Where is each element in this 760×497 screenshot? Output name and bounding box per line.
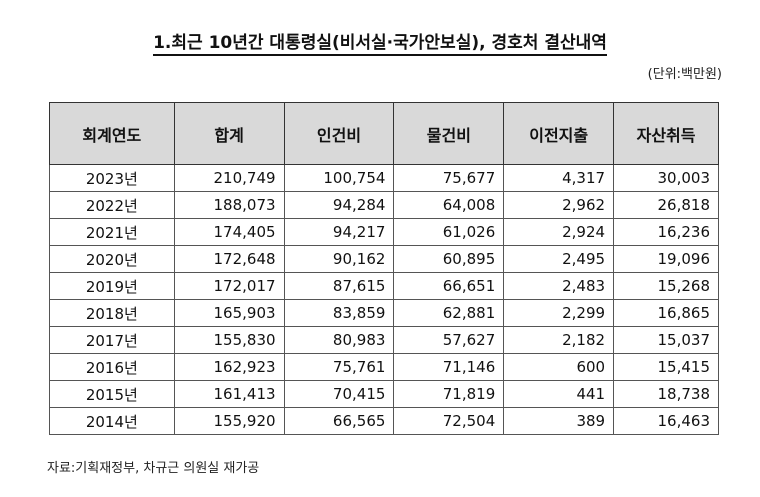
personnel-cell: 94,284 <box>283 191 395 219</box>
transfer-cell: 2,962 <box>503 191 615 219</box>
transfer-cell: 600 <box>503 353 615 381</box>
personnel-cell: 70,415 <box>283 380 395 408</box>
table-row: 2021년 174,405 94,217 61,026 2,924 16,236 <box>49 218 719 246</box>
fiscal-year-cell: 2022년 <box>49 191 175 219</box>
asset-cell: 18,738 <box>613 380 719 408</box>
total-cell: 161,413 <box>173 380 285 408</box>
goods-cell: 57,627 <box>393 326 505 354</box>
asset-cell: 15,037 <box>613 326 719 354</box>
goods-cell: 60,895 <box>393 245 505 273</box>
personnel-cell: 83,859 <box>283 299 395 327</box>
goods-cell: 71,146 <box>393 353 505 381</box>
asset-cell: 16,865 <box>613 299 719 327</box>
total-cell: 155,830 <box>173 326 285 354</box>
fiscal-year-cell: 2015년 <box>49 380 175 408</box>
table-row: 2019년 172,017 87,615 66,651 2,483 15,268 <box>49 272 719 300</box>
personnel-cell: 94,217 <box>283 218 395 246</box>
asset-cell: 19,096 <box>613 245 719 273</box>
header-fiscal-year: 회계연도 <box>49 102 175 165</box>
transfer-cell: 2,924 <box>503 218 615 246</box>
header-goods: 물건비 <box>393 102 505 165</box>
goods-cell: 66,651 <box>393 272 505 300</box>
asset-cell: 15,415 <box>613 353 719 381</box>
table-row: 2018년 165,903 83,859 62,881 2,299 16,865 <box>49 299 719 327</box>
unit-note: (단위:백만원) <box>647 67 722 82</box>
fiscal-year-cell: 2021년 <box>49 218 175 246</box>
fiscal-year-cell: 2014년 <box>49 407 175 435</box>
total-cell: 188,073 <box>173 191 285 219</box>
asset-cell: 16,236 <box>613 218 719 246</box>
header-asset: 자산취득 <box>613 102 719 165</box>
asset-cell: 15,268 <box>613 272 719 300</box>
total-cell: 162,923 <box>173 353 285 381</box>
transfer-cell: 441 <box>503 380 615 408</box>
goods-cell: 75,677 <box>393 164 505 192</box>
table-row: 2020년 172,648 90,162 60,895 2,495 19,096 <box>49 245 719 273</box>
personnel-cell: 87,615 <box>283 272 395 300</box>
fiscal-year-cell: 2020년 <box>49 245 175 273</box>
fiscal-year-cell: 2016년 <box>49 353 175 381</box>
transfer-cell: 389 <box>503 407 615 435</box>
document-title-text: 1.최근 10년간 대통령실(비서실·국가안보실), 경호처 결산내역 <box>153 33 607 56</box>
goods-cell: 64,008 <box>393 191 505 219</box>
table-row: 2023년 210,749 100,754 75,677 4,317 30,003 <box>49 164 719 192</box>
expenditure-table: 회계연도 합계 인건비 물건비 이전지출 자산취득 2023년 210,749 10… <box>49 102 719 435</box>
table-row: 2015년 161,413 70,415 71,819 441 18,738 <box>49 380 719 408</box>
personnel-cell: 80,983 <box>283 326 395 354</box>
document-title: 1.최근 10년간 대통령실(비서실·국가안보실), 경호처 결산내역 <box>0 28 760 56</box>
header-personnel: 인건비 <box>283 102 395 165</box>
fiscal-year-cell: 2018년 <box>49 299 175 327</box>
transfer-cell: 2,483 <box>503 272 615 300</box>
goods-cell: 72,504 <box>393 407 505 435</box>
header-total: 합계 <box>173 102 285 165</box>
asset-cell: 26,818 <box>613 191 719 219</box>
transfer-cell: 4,317 <box>503 164 615 192</box>
total-cell: 210,749 <box>173 164 285 192</box>
total-cell: 155,920 <box>173 407 285 435</box>
fiscal-year-cell: 2019년 <box>49 272 175 300</box>
transfer-cell: 2,182 <box>503 326 615 354</box>
fiscal-year-cell: 2023년 <box>49 164 175 192</box>
personnel-cell: 75,761 <box>283 353 395 381</box>
personnel-cell: 90,162 <box>283 245 395 273</box>
personnel-cell: 66,565 <box>283 407 395 435</box>
asset-cell: 16,463 <box>613 407 719 435</box>
transfer-cell: 2,299 <box>503 299 615 327</box>
personnel-cell: 100,754 <box>283 164 395 192</box>
total-cell: 172,017 <box>173 272 285 300</box>
table-row: 2014년 155,920 66,565 72,504 389 16,463 <box>49 407 719 435</box>
header-transfer: 이전지출 <box>503 102 615 165</box>
transfer-cell: 2,495 <box>503 245 615 273</box>
total-cell: 172,648 <box>173 245 285 273</box>
total-cell: 165,903 <box>173 299 285 327</box>
table-row: 2022년 188,073 94,284 64,008 2,962 26,818 <box>49 191 719 219</box>
table-row: 2016년 162,923 75,761 71,146 600 15,415 <box>49 353 719 381</box>
table-header-row: 회계연도 합계 인건비 물건비 이전지출 자산취득 <box>49 102 719 165</box>
asset-cell: 30,003 <box>613 164 719 192</box>
goods-cell: 62,881 <box>393 299 505 327</box>
total-cell: 174,405 <box>173 218 285 246</box>
table-row: 2017년 155,830 80,983 57,627 2,182 15,037 <box>49 326 719 354</box>
source-note: 자료:기획재정부, 차규근 의원실 재가공 <box>47 461 260 476</box>
fiscal-year-cell: 2017년 <box>49 326 175 354</box>
goods-cell: 71,819 <box>393 380 505 408</box>
table-body: 2023년 210,749 100,754 75,677 4,317 30,003 2022… <box>49 164 719 435</box>
goods-cell: 61,026 <box>393 218 505 246</box>
